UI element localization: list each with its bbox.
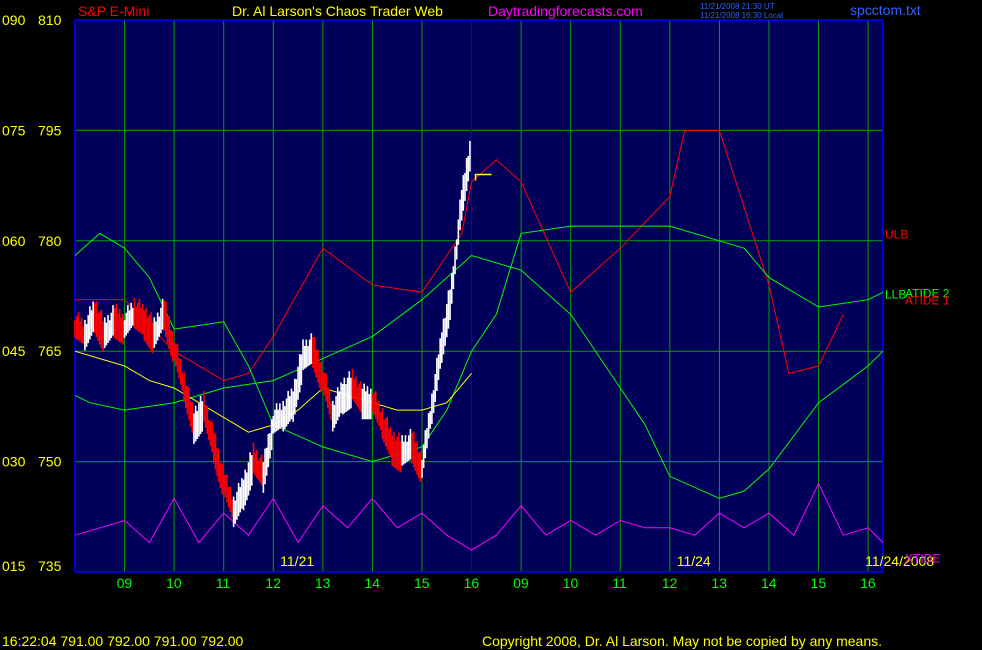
y-code-label: 060 [2,233,26,249]
x-tick-label: 09 [513,575,529,591]
x-tick-label: 12 [265,575,281,591]
site-label: Daytradingforecasts.com [488,3,643,19]
date-label: 11/24/2008 [865,553,934,569]
x-tick-label: 10 [563,575,579,591]
time-local-label: 11/21/2008 16:30 Local [700,11,783,20]
y-code-label: 015 [2,558,26,574]
legend-label: ULB [885,227,908,241]
file-label: spcctom.txt [850,2,921,18]
copyright-label: Copyright 2008, Dr. Al Larson. May not b… [482,633,882,649]
legend-label: XTIDE [905,551,940,565]
plot-area [75,20,883,572]
chart-title: Dr. Al Larson's Chaos Trader Web [232,3,443,19]
x-tick-label: 15 [414,575,430,591]
quote-readout: 16:22:04 791.00 792.00 791.00 792.00 [2,633,244,649]
y-price-label: 765 [38,343,62,359]
y-code-label: 045 [2,343,26,359]
plot-frame [74,19,884,573]
y-price-label: 810 [38,12,62,28]
x-tick-label: 13 [711,575,727,591]
date-label: 11/24 [677,553,711,569]
grid-lines [74,19,884,573]
date-label: 11/21 [280,553,314,569]
x-tick-label: 14 [761,575,777,591]
series-line-ulb [75,129,844,382]
x-tick-label: 11 [612,575,627,591]
legend-label: ATIDE 2 [905,286,950,300]
y-code-label: 090 [2,12,26,28]
series-layer [74,129,884,551]
legend-label: LLB [885,288,906,302]
y-price-label: 735 [38,558,62,574]
x-tick-label: 14 [364,575,380,591]
x-axis: 09 10 11 12 13 14 15 16 09 10 11 12 13 14 15 16 11/21 11/… [117,553,935,591]
y-code-label: 030 [2,454,26,470]
y-code-label: 075 [2,122,26,138]
x-tick-label: 15 [811,575,827,591]
symbol-label: S&P E-Mini [78,3,149,19]
y-price-label: 750 [38,454,62,470]
y-price-label: 795 [38,122,62,138]
series-line-xtide [74,482,884,551]
legend-label: ATIDE 1 [905,294,950,308]
x-tick-label: 13 [315,575,331,591]
last-price-marker [474,173,492,181]
time-ut-label: 11/21/2008 21:30 UT [700,2,775,11]
x-tick-label: 12 [662,575,678,591]
x-tick-label: 10 [166,575,182,591]
x-tick-label: 09 [117,575,133,591]
y-price-label: 780 [38,233,62,249]
y-axis: 015 735 030 750 045 765 060 780 075 795 090 810 [2,12,62,574]
x-tick-label: 11 [216,575,231,591]
x-tick-label: 16 [464,575,480,591]
x-tick-label: 16 [860,575,876,591]
